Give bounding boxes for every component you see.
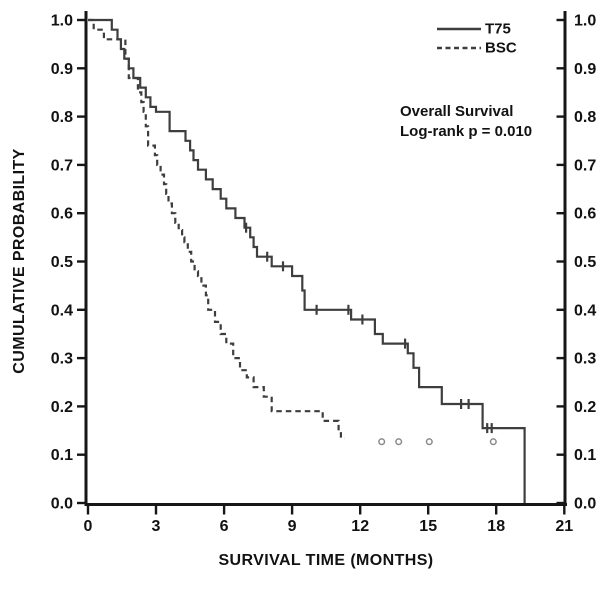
x-tick-label: 9 (288, 518, 297, 535)
x-tick-label: 6 (220, 518, 229, 535)
y-tick-label-left: 0.7 (51, 157, 73, 174)
y-tick-label-right: 0.0 (574, 496, 596, 513)
censor-circle-bsc (489, 438, 497, 446)
y-tick-label-left: 0.1 (51, 447, 73, 464)
x-tick-label: 15 (419, 518, 437, 535)
legend-label-t75: T75 (485, 20, 511, 38)
x-tick-label: 21 (555, 518, 573, 535)
y-tick-label-left: 0.8 (51, 109, 73, 126)
y-tick-label-left: 0.0 (51, 496, 73, 513)
y-tick-label-left: 0.9 (51, 61, 73, 78)
censor-circle-bsc (395, 438, 403, 446)
y-tick-label-right: 0.6 (574, 206, 596, 223)
annotation-line-1: Overall Survival (400, 103, 514, 120)
x-tick-label: 18 (487, 518, 505, 535)
y-tick-label-right: 0.4 (574, 302, 596, 319)
y-tick-label-left: 0.2 (51, 399, 73, 416)
survival-curve-bsc (88, 18, 345, 440)
y-tick-label-left: 1.0 (51, 13, 73, 30)
x-tick-label: 12 (351, 518, 369, 535)
y-tick-label-right: 0.2 (574, 399, 596, 416)
x-tick-label: 3 (152, 518, 161, 535)
x-axis-title: SURVIVAL TIME (MONTHS) (218, 552, 434, 569)
y-tick-label-left: 0.5 (51, 254, 73, 271)
y-tick-label-right: 0.5 (574, 254, 596, 271)
y-tick-label-left: 0.3 (51, 351, 73, 368)
censor-circle-bsc (425, 438, 433, 446)
y-tick-label-right: 1.0 (574, 13, 596, 30)
y-tick-label-right: 0.8 (574, 109, 596, 126)
annotation-block: Overall Survival Log-rank p = 0.010 (400, 102, 532, 141)
y-tick-label-left: 0.4 (51, 302, 73, 319)
censor-circle-bsc (378, 438, 386, 446)
y-tick-label-right: 0.1 (574, 447, 596, 464)
y-tick-label-left: 0.6 (51, 206, 73, 223)
annotation-line-2: Log-rank p = 0.010 (400, 122, 533, 140)
y-tick-label-right: 0.7 (574, 157, 596, 174)
survival-curve-t75 (88, 18, 526, 503)
x-tick-label: 0 (84, 518, 93, 535)
y-tick-label-right: 0.9 (574, 61, 596, 78)
y-axis-title: CUMULATIVE PROBABILITY (11, 148, 28, 374)
y-tick-label-right: 0.3 (574, 351, 596, 368)
legend-label-bsc: BSC (485, 39, 517, 57)
